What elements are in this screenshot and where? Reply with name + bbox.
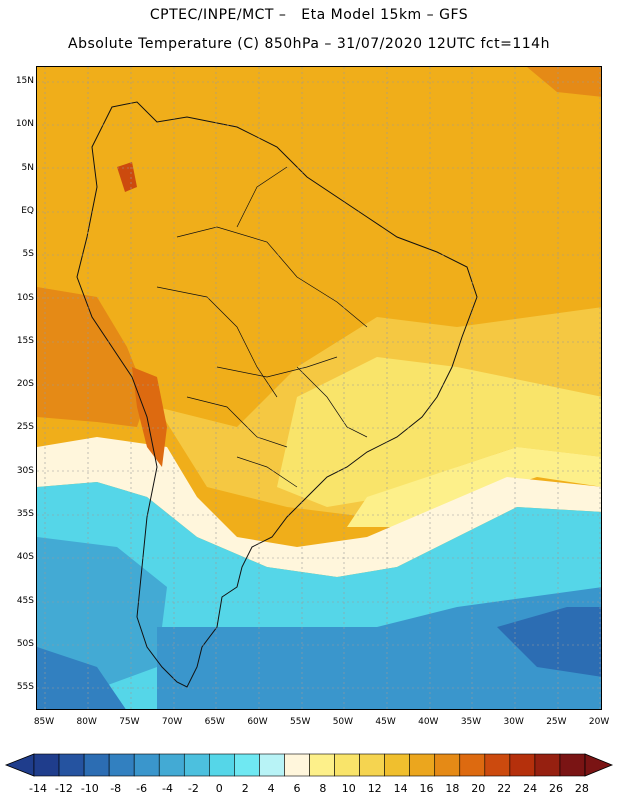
legend-tick-label: 10	[341, 782, 356, 795]
legend-swatch	[434, 753, 461, 777]
lat-tick-label: 45S	[16, 595, 34, 606]
pale-field	[347, 447, 601, 527]
legend-swatch	[384, 753, 410, 777]
legend-swatch	[509, 753, 536, 777]
legend-tick-label: -2	[187, 782, 199, 795]
legend-swatch	[534, 753, 561, 777]
legend-tick-label: 22	[497, 782, 512, 795]
yellow-field	[277, 357, 601, 507]
legend-swatch	[409, 753, 436, 777]
lon-tick-label: 85W	[33, 717, 55, 727]
lat-tick-label: 20S	[16, 379, 34, 390]
legend-tick-label: 20	[471, 782, 486, 795]
transition-band	[37, 437, 601, 577]
legend-tick-label: 6	[293, 782, 301, 795]
very-cold-field-south	[157, 587, 601, 709]
legend-tick-label: 4	[267, 782, 275, 795]
lon-tick-label: 70W	[161, 717, 183, 727]
lat-tick-label: 55S	[16, 682, 34, 693]
country-borders	[156, 166, 368, 488]
legend-tick-label: 8	[319, 782, 327, 795]
legend-tick-label: 12	[367, 782, 382, 795]
lon-tick-label: 20W	[588, 717, 610, 727]
lon-tick-label: 35W	[460, 717, 482, 727]
lat-tick-label: 15N	[15, 76, 34, 86]
lat-tick-label: 25S	[16, 422, 34, 433]
pacific-warm-tongue	[37, 287, 147, 427]
temperature-map	[37, 67, 601, 709]
legend-swatch	[133, 753, 160, 777]
map-title-line-1: CPTEC/INPE/MCT – Eta Model 15km – GFS	[149, 7, 469, 23]
legend-swatch	[183, 753, 210, 777]
legend-swatch	[234, 753, 260, 777]
lon-tick-label: 30W	[503, 717, 524, 727]
legend-tick-label: 0	[215, 782, 223, 795]
legend-swatch	[209, 753, 235, 777]
legend-underflow-arrow	[4, 753, 35, 777]
legend-swatch	[309, 753, 335, 777]
lon-tick-label: 45W	[375, 717, 396, 727]
lon-tick-label: 60W	[247, 717, 268, 727]
lat-tick-label: EQ	[21, 205, 34, 216]
lon-tick-label: 50W	[332, 717, 354, 727]
legend-swatch	[58, 753, 85, 777]
legend-swatch	[158, 753, 185, 777]
lon-tick-label: 80W	[76, 717, 97, 727]
legend-tick-label: -6	[136, 782, 148, 795]
andes-hot-spot	[117, 162, 137, 192]
lat-tick-label: 50S	[16, 638, 34, 649]
lat-lon-grid	[37, 67, 601, 709]
legend-tick-label: -14	[29, 782, 47, 795]
lon-tick-label: 75W	[119, 717, 140, 727]
map-title-line-2: Absolute Temperature (C) 850hPa – 31/07/…	[68, 36, 550, 52]
legend-tick-label: 26	[549, 782, 563, 795]
lat-tick-label: 5N	[21, 162, 34, 173]
legend-tick-label: 16	[419, 782, 434, 795]
legend-tick-label: 2	[241, 782, 249, 795]
map-plot-area	[36, 66, 602, 710]
legend-tick-label: 24	[523, 782, 538, 795]
legend-swatch	[259, 753, 285, 777]
lat-tick-label: 40S	[16, 552, 34, 563]
atacama-hot-spot	[132, 367, 167, 467]
legend-swatch	[33, 753, 60, 777]
legend-swatch	[359, 753, 385, 777]
legend-swatch	[459, 753, 486, 777]
legend-tick-label: 18	[445, 782, 460, 795]
lon-tick-label: 40W	[418, 717, 439, 727]
lat-tick-label: 10N	[15, 119, 34, 130]
lat-tick-label: 5S	[22, 249, 34, 260]
legend-swatch	[83, 753, 110, 777]
legend-tick-label: 28	[574, 782, 589, 795]
legend-tick-label: -4	[162, 782, 173, 795]
legend-swatch	[559, 753, 586, 777]
legend-tick-label: 14	[393, 782, 408, 795]
legend-swatch	[284, 753, 310, 777]
lat-tick-label: 30S	[16, 465, 34, 476]
legend-swatch	[108, 753, 135, 777]
legend-tick-label: -12	[54, 782, 73, 795]
south-america-coastline	[76, 101, 478, 688]
legend-tick-label: -8	[110, 782, 122, 795]
legend-tick-label: -10	[80, 782, 99, 795]
legend-swatch	[484, 753, 511, 777]
coldest-field-west	[37, 647, 126, 709]
lon-tick-label: 65W	[204, 717, 225, 727]
lat-tick-label: 15S	[16, 335, 34, 346]
lat-tick-label: 35S	[16, 509, 34, 519]
lat-tick-label: 10S	[16, 292, 34, 303]
legend-swatch	[334, 753, 360, 777]
lon-tick-label: 25W	[546, 717, 567, 727]
legend-overflow-arrow	[584, 753, 614, 777]
lon-tick-label: 55W	[290, 717, 311, 727]
color-legend-bar	[4, 753, 614, 777]
coldest-field	[497, 607, 601, 677]
